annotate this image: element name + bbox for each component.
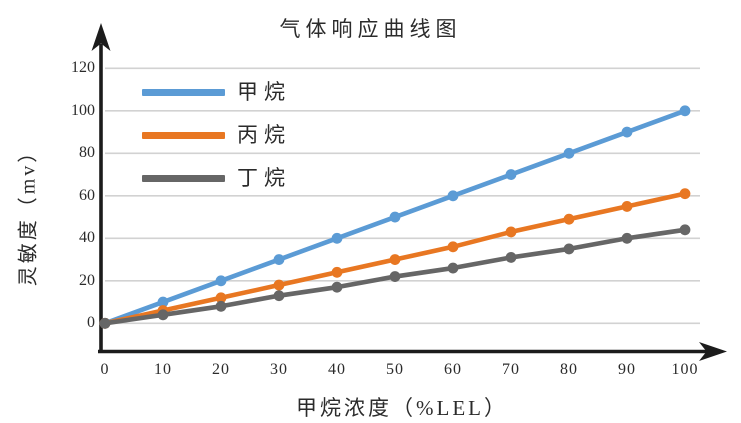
x-tick-label: 30	[270, 361, 288, 378]
series-marker	[389, 271, 401, 282]
legend-label: 甲烷	[237, 79, 291, 104]
series-marker	[563, 243, 575, 255]
y-tick-label: 0	[87, 314, 95, 332]
series-marker	[679, 105, 691, 117]
x-axis-arrow-icon	[699, 342, 727, 361]
y-tick-label: 120	[71, 59, 95, 77]
series-marker	[621, 201, 633, 212]
series-marker	[99, 317, 111, 329]
x-axis-title: 甲烷浓度（%LEL）	[296, 396, 508, 420]
series-marker	[273, 290, 285, 302]
y-tick-label: 100	[71, 101, 95, 119]
series-marker	[331, 232, 343, 244]
series-marker	[389, 211, 401, 223]
series-marker	[505, 252, 517, 263]
series-marker	[679, 224, 691, 236]
y-tick-label: 60	[79, 186, 95, 204]
y-axis-arrow-icon	[91, 23, 111, 51]
series-marker	[505, 226, 517, 238]
series-marker	[447, 241, 459, 253]
legend-label: 丙烷	[237, 122, 291, 147]
x-tick-label: 0	[100, 361, 110, 378]
series-marker	[389, 254, 401, 265]
x-tick-label: 70	[502, 361, 520, 378]
series-marker	[331, 281, 343, 293]
x-tick-label: 100	[671, 361, 699, 378]
series-marker	[447, 262, 459, 274]
series-marker	[679, 188, 691, 200]
x-tick-label: 20	[212, 361, 230, 378]
x-tick-label: 50	[386, 361, 404, 378]
legend-swatch-icon	[142, 131, 225, 139]
series-marker	[563, 213, 575, 225]
x-tick-label: 60	[444, 361, 462, 378]
series-marker	[563, 147, 575, 159]
legend-item: 丙烷	[142, 121, 291, 149]
series-marker	[157, 296, 169, 308]
series-marker	[157, 309, 169, 321]
series-marker	[215, 292, 227, 304]
x-tick-label: 10	[154, 361, 172, 378]
series-marker	[215, 300, 227, 312]
series-marker	[621, 126, 633, 138]
series-marker	[273, 254, 285, 265]
y-tick-label: 80	[79, 144, 95, 162]
legend-swatch-icon	[142, 174, 225, 182]
x-tick-label: 80	[560, 361, 578, 378]
x-tick-label: 40	[328, 361, 346, 378]
chart-title: 气体响应曲线图	[279, 17, 462, 41]
legend-item: 丁烷	[142, 164, 291, 192]
y-tick-label: 40	[79, 229, 95, 247]
series-marker	[273, 279, 285, 291]
series-marker	[215, 275, 227, 287]
series-marker	[505, 169, 517, 180]
series-marker	[331, 266, 343, 278]
series-marker	[621, 232, 633, 244]
legend-swatch-icon	[142, 88, 225, 96]
y-axis-title: 灵敏度（mv）	[17, 139, 40, 287]
series-marker	[447, 190, 459, 202]
x-tick-label: 90	[618, 361, 636, 378]
y-tick-label: 20	[79, 271, 95, 289]
legend-label: 丁烷	[237, 165, 291, 190]
legend-item: 甲烷	[142, 78, 291, 106]
